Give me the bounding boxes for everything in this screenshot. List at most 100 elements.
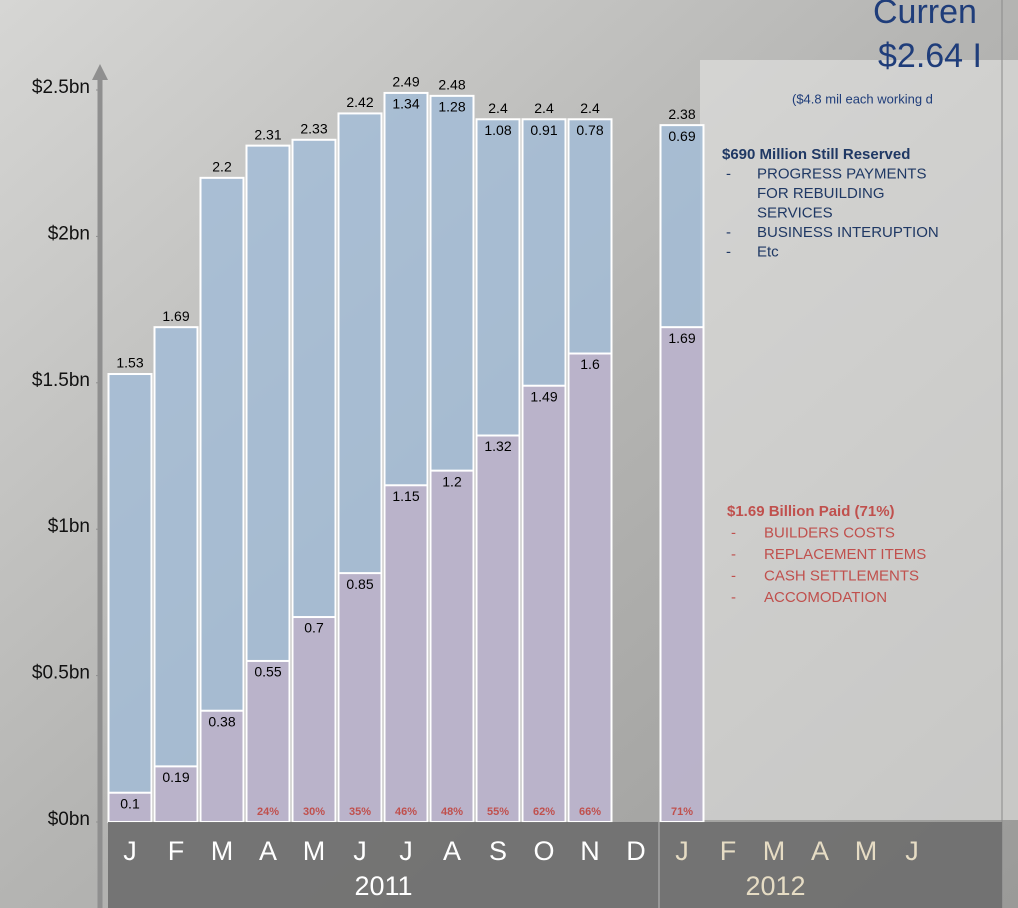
- annotation-item: PROGRESS PAYMENTS: [757, 165, 926, 182]
- paid-label: 1.32: [484, 438, 511, 454]
- total-label: 2.31: [254, 126, 281, 142]
- reserved-label: 1.34: [392, 96, 419, 112]
- total-label: 2.49: [392, 74, 419, 90]
- paid-bar: [659, 326, 705, 823]
- annotation-item: SERVICES: [757, 204, 833, 221]
- paid-label: 1.49: [530, 388, 557, 404]
- x-tick-label: N: [580, 836, 600, 866]
- annotation-item: REPLACEMENT ITEMS: [764, 546, 926, 563]
- paid-share-label: 71%: [671, 806, 693, 818]
- x-tick-label: O: [533, 836, 554, 866]
- total-label: 2.4: [488, 100, 508, 116]
- paid-bar: [245, 659, 291, 824]
- total-label: 2.2: [212, 159, 232, 175]
- x-tick-label: M: [303, 836, 326, 866]
- total-label: 2.4: [534, 100, 554, 116]
- total-label: 1.53: [116, 355, 143, 371]
- x-tick-label: D: [626, 836, 646, 866]
- x-tick-label: J: [675, 836, 689, 866]
- paid-bar: [291, 616, 337, 823]
- paid-label: 0.19: [162, 769, 189, 785]
- annotation-dash: -: [726, 243, 731, 260]
- year-label: 2012: [745, 871, 805, 901]
- y-tick-label: $1.5bn: [32, 370, 90, 391]
- reserved-label: 0.91: [530, 122, 557, 138]
- note: ($4.8 mil each working d: [792, 91, 933, 106]
- annotation-heading: $1.69 Billion Paid (71%): [727, 503, 895, 520]
- paid-label: 1.69: [668, 330, 695, 346]
- x-tick-label: A: [811, 836, 829, 866]
- paid-share-label: 46%: [395, 806, 417, 818]
- paid-bar: [383, 484, 429, 823]
- paid-label: 0.1: [120, 795, 140, 811]
- x-tick-label: J: [905, 836, 919, 866]
- total-label: 2.42: [346, 94, 373, 110]
- x-tick-label: J: [123, 836, 137, 866]
- paid-label: 0.38: [208, 713, 235, 729]
- total-label: 1.69: [162, 308, 189, 324]
- paid-share-label: 24%: [257, 806, 279, 818]
- paid-share-label: 35%: [349, 806, 371, 818]
- annotation-dash: -: [726, 224, 731, 241]
- paid-bar: [337, 572, 383, 823]
- annotation-item: ACCOMODATION: [764, 589, 887, 606]
- x-tick-label: M: [855, 836, 878, 866]
- paid-bar: [153, 765, 199, 823]
- paid-label: 1.2: [442, 473, 462, 489]
- paid-share-label: 66%: [579, 806, 601, 818]
- annotation-item: BUILDERS COSTS: [764, 524, 895, 541]
- paid-bar: [107, 791, 153, 823]
- x-tick-label: J: [399, 836, 413, 866]
- paid-bar: [521, 384, 567, 823]
- title: Curren: [873, 0, 977, 31]
- annotation-dash: -: [731, 589, 736, 606]
- y-tick-label: $2bn: [48, 223, 90, 244]
- x-tick-label: M: [211, 836, 234, 866]
- annotation-dash: -: [731, 524, 736, 541]
- paid-label: 1.15: [392, 488, 419, 504]
- paid-label: 0.7: [304, 620, 324, 636]
- total-bar: [153, 326, 199, 823]
- year-label: 2011: [354, 871, 412, 901]
- annotation-dash: -: [731, 546, 736, 563]
- paid-label: 1.6: [580, 356, 600, 372]
- reserved-label: 1.28: [438, 99, 465, 115]
- paid-bar: [567, 352, 613, 823]
- annotation-dash: -: [726, 165, 731, 182]
- total-bar: [107, 373, 153, 823]
- paid-share-label: 48%: [441, 806, 463, 818]
- total-label: 2.38: [668, 106, 695, 122]
- annotation-heading: $690 Million Still Reserved: [722, 146, 910, 163]
- y-axis-arrow: [92, 64, 108, 80]
- reserved-label: 0.78: [576, 122, 603, 138]
- total-label: 2.33: [300, 120, 327, 136]
- y-tick-label: $0bn: [48, 809, 90, 830]
- annotation-item: Etc: [757, 243, 779, 260]
- total-label: 2.48: [438, 77, 465, 93]
- paid-share-label: 55%: [487, 806, 509, 818]
- paid-bar: [199, 709, 245, 824]
- reserved-label: 0.69: [668, 128, 695, 144]
- paid-share-label: 30%: [303, 806, 325, 818]
- annotation-item: BUSINESS INTERUPTION: [757, 224, 939, 241]
- annotation-item: FOR REBUILDING: [757, 185, 885, 202]
- x-tick-label: M: [763, 836, 786, 866]
- x-tick-label: F: [168, 836, 185, 866]
- total-label: 2.4: [580, 100, 600, 116]
- x-axis-band: [108, 822, 1002, 908]
- paid-share-label: 62%: [533, 806, 555, 818]
- subtitle: $2.64 I: [878, 37, 982, 75]
- annotation-dash: -: [731, 567, 736, 584]
- x-tick-label: F: [720, 836, 737, 866]
- x-tick-label: A: [259, 836, 277, 866]
- paid-bar: [429, 469, 475, 823]
- paid-label: 0.85: [346, 576, 373, 592]
- annotation-item: CASH SETTLEMENTS: [764, 567, 919, 584]
- x-tick-label: J: [353, 836, 367, 866]
- y-tick-label: $0.5bn: [32, 663, 90, 684]
- background-building: [700, 60, 1018, 820]
- y-tick-label: $2.5bn: [32, 77, 90, 98]
- y-tick-label: $1bn: [48, 516, 90, 537]
- paid-bar: [475, 434, 521, 823]
